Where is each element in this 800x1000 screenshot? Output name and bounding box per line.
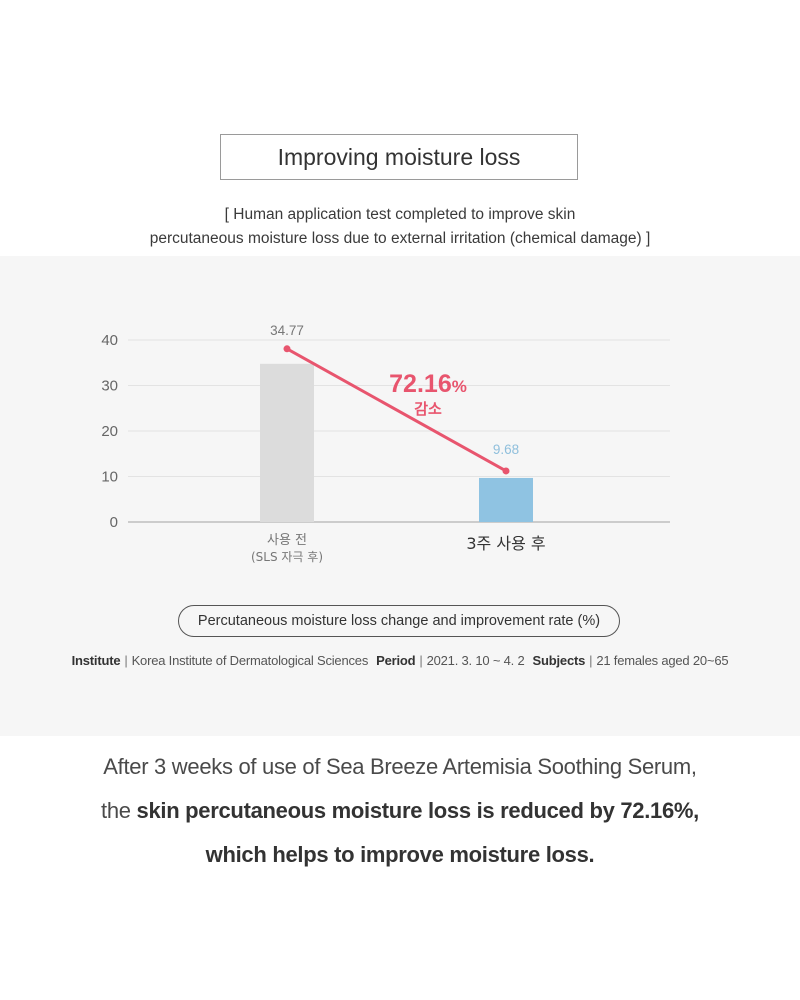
- period-label: Period: [376, 653, 416, 668]
- summary-line-2-bold: skin percutaneous moisture loss is reduc…: [136, 798, 700, 823]
- category-label: 3주 사용 후: [466, 534, 545, 553]
- summary-line-3: which helps to improve moisture loss.: [0, 842, 800, 868]
- subtitle-line-1: [ Human application test completed to im…: [224, 206, 576, 223]
- reduction-label: 감소: [414, 400, 442, 418]
- value-label: 9.68: [493, 442, 519, 457]
- subjects-value: 21 females aged 20~65: [596, 653, 729, 668]
- value-label: 34.77: [270, 323, 304, 338]
- y-tick-label: 20: [101, 423, 118, 440]
- institute-value: Korea Institute of Dermatological Scienc…: [131, 653, 369, 668]
- subtitle-line-2: percutaneous moisture loss due to extern…: [149, 230, 651, 247]
- separator: |: [589, 653, 593, 668]
- y-tick-label: 10: [101, 469, 118, 486]
- summary-line-2-prefix: the: [101, 798, 137, 823]
- trend-point: [502, 467, 510, 475]
- separator: |: [419, 653, 423, 668]
- period-value: 2021. 3. 10 ~ 4. 2: [426, 653, 525, 668]
- summary-line-2: the skin percutaneous moisture loss is r…: [0, 798, 800, 824]
- category-sublabel: (SLS 자극 후): [251, 550, 323, 564]
- chart-caption: Percutaneous moisture loss change and im…: [178, 605, 620, 637]
- trend-line: [285, 347, 508, 473]
- reduction-unit: %: [452, 377, 467, 396]
- category-label: 사용 전: [267, 533, 307, 548]
- separator: |: [124, 653, 128, 668]
- y-tick-label: 30: [101, 378, 118, 395]
- reduction-annotation: 72.16%: [389, 370, 467, 398]
- trend-point: [283, 345, 291, 353]
- subjects-label: Subjects: [532, 653, 586, 668]
- summary-line-1: After 3 weeks of use of Sea Breeze Artem…: [103, 754, 697, 779]
- summary-line-3-bold: which helps to improve moisture loss.: [205, 842, 595, 867]
- bar: [260, 363, 314, 522]
- institute-label: Institute: [71, 653, 121, 668]
- chart-caption-text: Percutaneous moisture loss change and im…: [197, 613, 601, 629]
- y-tick-label: 0: [110, 514, 118, 531]
- y-tick-label: 40: [101, 332, 118, 349]
- section-title: Improving moisture loss: [220, 134, 578, 180]
- bar: [479, 477, 533, 522]
- reduction-value: 72.16: [389, 370, 452, 398]
- section-title-text: Improving moisture loss: [277, 143, 521, 170]
- study-info: Institute | Korea Institute of Dermatologi…: [0, 653, 800, 668]
